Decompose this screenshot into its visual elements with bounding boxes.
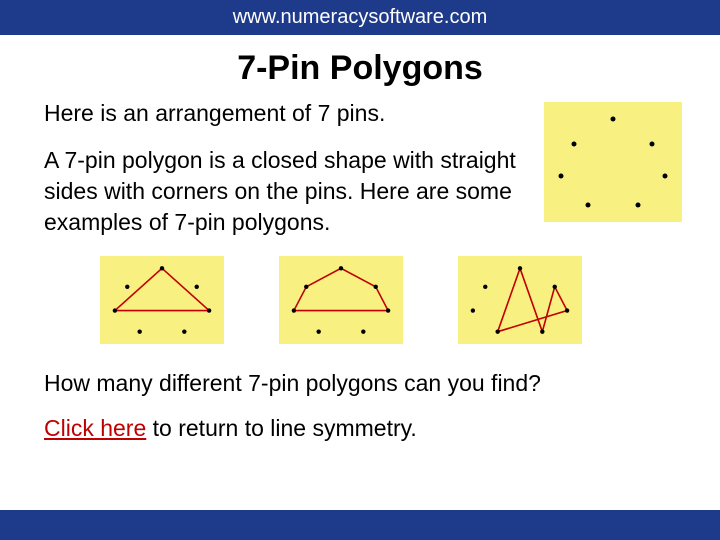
intro-para: A 7-pin polygon is a closed shape with s…	[44, 145, 526, 238]
return-link[interactable]: Click here	[44, 415, 146, 441]
polygon-example-3	[458, 256, 582, 344]
question-text: How many different 7-pin polygons can yo…	[0, 344, 720, 397]
return-rest: to return to line symmetry.	[146, 415, 417, 441]
examples-row	[0, 238, 720, 344]
intro-row: Here is an arrangement of 7 pins. A 7-pi…	[0, 98, 720, 238]
intro-line1: Here is an arrangement of 7 pins.	[44, 98, 526, 129]
polygon-example-1	[100, 256, 224, 344]
page-title: 7-Pin Polygons	[0, 35, 720, 98]
pin-arrangement-diagram	[544, 102, 682, 222]
return-line: Click here to return to line symmetry.	[0, 397, 720, 442]
intro-text: Here is an arrangement of 7 pins. A 7-pi…	[44, 98, 526, 238]
header-bar: www.numeracysoftware.com	[0, 0, 720, 35]
polygon-example-2	[279, 256, 403, 344]
footer-bar	[0, 510, 720, 540]
header-url: www.numeracysoftware.com	[233, 6, 488, 28]
